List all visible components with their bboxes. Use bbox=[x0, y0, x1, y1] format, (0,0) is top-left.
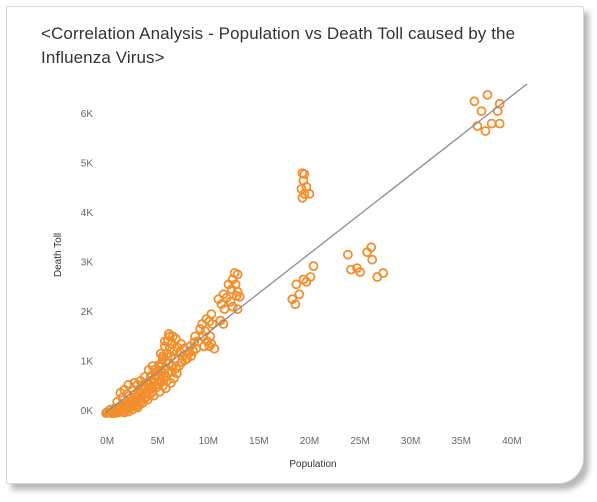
trend-line bbox=[104, 83, 528, 414]
data-point bbox=[378, 268, 389, 278]
data-point bbox=[232, 269, 243, 280]
data-point bbox=[147, 361, 158, 371]
x-tick-label: 30M bbox=[401, 436, 420, 447]
y-axis-ticks: 0K 1K 2K 3K 4K 5K 6K bbox=[81, 109, 94, 417]
y-tick-label: 4K bbox=[81, 208, 94, 219]
y-tick-label: 3K bbox=[81, 258, 94, 269]
x-tick-label: 35M bbox=[452, 436, 471, 447]
x-tick-label: 5M bbox=[151, 436, 165, 447]
data-point bbox=[287, 294, 298, 305]
x-tick-label: 20M bbox=[300, 436, 319, 447]
data-point bbox=[195, 323, 206, 334]
trend-line-group bbox=[104, 83, 528, 414]
data-point bbox=[223, 279, 234, 290]
x-axis-ticks: 0M 5M 10M 15M 20M 25M 30M 35M 40M bbox=[100, 436, 521, 447]
data-point bbox=[157, 353, 168, 364]
y-tick-label: 6K bbox=[81, 109, 94, 120]
data-point bbox=[305, 272, 316, 282]
x-tick-label: 15M bbox=[249, 436, 268, 447]
data-point bbox=[299, 169, 310, 180]
data-point bbox=[197, 319, 208, 329]
data-point bbox=[234, 291, 245, 302]
data-point bbox=[480, 126, 491, 136]
data-point bbox=[155, 348, 166, 359]
data-point bbox=[180, 355, 190, 366]
x-tick-label: 10M bbox=[199, 436, 218, 447]
data-point bbox=[232, 304, 243, 315]
data-point bbox=[129, 377, 140, 388]
data-point bbox=[225, 296, 236, 307]
data-point bbox=[112, 396, 123, 407]
data-point bbox=[296, 183, 307, 194]
data-point bbox=[115, 387, 126, 398]
data-point bbox=[367, 254, 378, 265]
data-point bbox=[119, 407, 130, 418]
data-point bbox=[123, 406, 134, 417]
data-point bbox=[476, 106, 487, 117]
data-point bbox=[159, 336, 170, 347]
data-point bbox=[166, 367, 177, 377]
y-tick-label: 5K bbox=[81, 159, 94, 170]
data-point bbox=[294, 289, 305, 300]
data-point bbox=[308, 261, 319, 272]
data-point bbox=[193, 336, 204, 347]
data-point bbox=[204, 341, 215, 352]
data-point bbox=[355, 267, 366, 277]
data-point bbox=[304, 188, 315, 199]
data-point bbox=[213, 294, 224, 305]
data-point bbox=[141, 377, 152, 388]
y-axis-label: Death Toll bbox=[53, 233, 64, 277]
data-point bbox=[482, 90, 493, 100]
data-point bbox=[209, 343, 220, 354]
data-point bbox=[132, 402, 143, 413]
data-point bbox=[342, 249, 353, 260]
data-point bbox=[297, 192, 308, 203]
data-point bbox=[171, 368, 182, 379]
data-point bbox=[290, 299, 301, 310]
y-tick-label: 1K bbox=[81, 357, 94, 368]
x-tick-label: 0M bbox=[100, 436, 114, 447]
data-point bbox=[486, 118, 497, 129]
data-point bbox=[165, 377, 176, 388]
chart-card bbox=[6, 6, 584, 484]
x-tick-label: 25M bbox=[350, 436, 369, 447]
data-point bbox=[123, 379, 134, 390]
y-tick-label: 0K bbox=[81, 406, 94, 417]
data-point bbox=[219, 304, 230, 315]
data-point bbox=[164, 331, 175, 342]
x-tick-label: 40M bbox=[502, 436, 521, 447]
data-point bbox=[176, 338, 186, 349]
data-point bbox=[232, 286, 243, 297]
data-point bbox=[207, 319, 218, 329]
data-point bbox=[469, 96, 480, 107]
y-tick-label: 2K bbox=[81, 307, 94, 318]
data-point bbox=[366, 242, 377, 253]
x-axis-label: Population bbox=[289, 459, 336, 470]
data-point bbox=[346, 264, 356, 275]
data-point bbox=[139, 371, 150, 382]
chart-title: <Correlation Analysis - Population vs De… bbox=[41, 24, 516, 67]
data-point bbox=[494, 118, 505, 129]
data-point bbox=[291, 279, 302, 290]
